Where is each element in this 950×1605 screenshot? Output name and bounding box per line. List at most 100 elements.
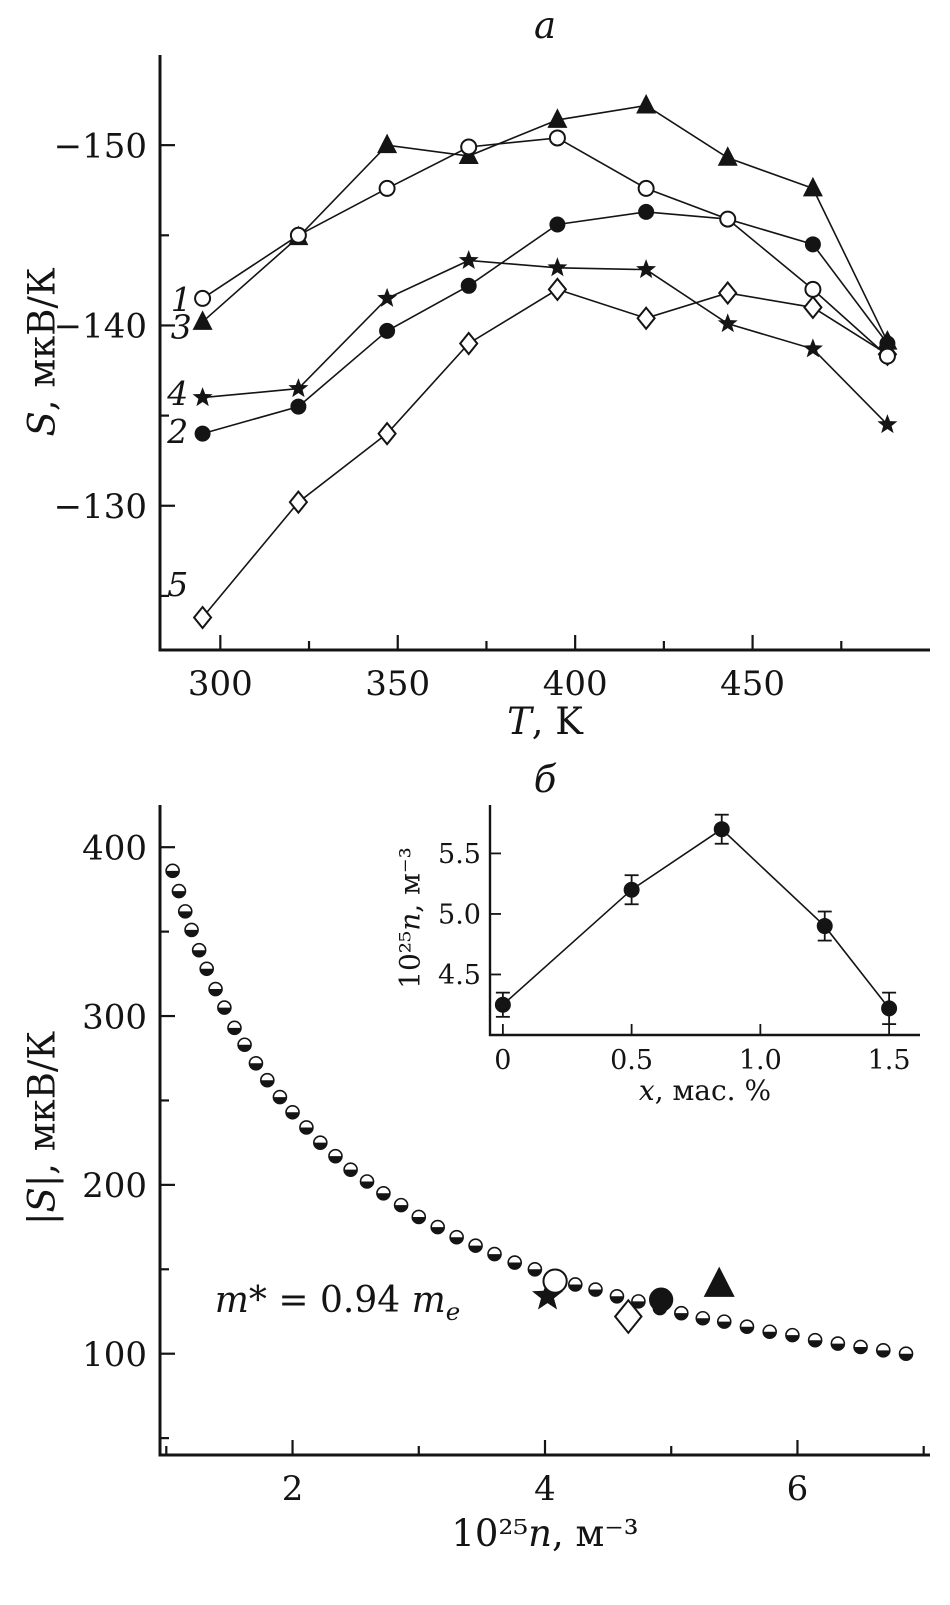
y-tick-label: 4.5 bbox=[438, 960, 481, 991]
open-circle-marker bbox=[637, 179, 655, 197]
half-filled-circle-lower bbox=[488, 1254, 502, 1261]
series-1-label: 1 bbox=[171, 280, 192, 319]
y-axis-pre: 10²⁵ bbox=[393, 930, 427, 989]
half-filled-circle-lower bbox=[344, 1169, 358, 1177]
half-filled-circle-lower bbox=[249, 1063, 263, 1070]
effective-mass-annotation: m* = 0.94 me bbox=[160, 1280, 515, 1326]
series-5-markers bbox=[192, 277, 898, 630]
y-tick-label: 5.0 bbox=[438, 900, 481, 931]
half-filled-circle-lower bbox=[508, 1262, 522, 1270]
theory-curve-dots bbox=[165, 863, 914, 1362]
y-axis-variable: S bbox=[20, 411, 64, 437]
filled-circle-marker bbox=[460, 277, 477, 294]
filled-star-marker bbox=[877, 414, 898, 434]
half-filled-circle-lower bbox=[808, 1340, 822, 1347]
y-axis-variable: S bbox=[20, 1187, 64, 1213]
half-filled-circle-lower bbox=[217, 1007, 231, 1015]
filled-star-marker bbox=[636, 259, 657, 279]
axis-spines bbox=[158, 55, 930, 652]
inset-x-axis-label: x, мас. % bbox=[490, 1074, 920, 1107]
series-3-label: 3 bbox=[171, 307, 192, 346]
filled-star-marker bbox=[802, 338, 823, 358]
filled-circle-marker bbox=[881, 1000, 898, 1017]
filled-circle-marker bbox=[713, 821, 730, 838]
x-tick-label: 400 bbox=[543, 664, 608, 704]
y-axis-variable: n bbox=[393, 912, 427, 931]
half-filled-circle-lower bbox=[431, 1227, 445, 1234]
half-filled-circle-lower bbox=[528, 1269, 542, 1276]
filled-star-marker bbox=[532, 1280, 563, 1310]
half-filled-circle-lower bbox=[172, 891, 186, 898]
half-filled-circle-lower bbox=[412, 1216, 426, 1224]
half-filled-circle-lower bbox=[286, 1112, 300, 1119]
annotation-variable: m* bbox=[214, 1280, 267, 1321]
panel-b-title: б bbox=[533, 758, 557, 801]
panel-b-x-axis-label: 10²⁵n, м⁻³ bbox=[160, 1512, 930, 1555]
y-tick-label: −130 bbox=[54, 487, 147, 527]
filled-triangle-marker bbox=[377, 133, 398, 154]
filled-star-marker bbox=[288, 378, 309, 398]
half-filled-circle-lower bbox=[200, 968, 214, 976]
half-filled-circle-lower bbox=[227, 1027, 241, 1035]
y-axis-pre: | bbox=[20, 1212, 64, 1226]
open-circle-marker bbox=[804, 280, 822, 298]
y-axis-units: , мкВ/К bbox=[20, 267, 64, 412]
half-filled-circle-lower bbox=[178, 911, 192, 918]
half-filled-circle-lower bbox=[831, 1343, 845, 1351]
filled-circle-marker bbox=[816, 918, 833, 935]
filled-circle-marker bbox=[804, 236, 821, 253]
x-axis-units: , K bbox=[531, 700, 583, 743]
half-filled-circle-lower bbox=[899, 1353, 913, 1361]
open-circle-marker bbox=[194, 289, 212, 307]
x-tick-label: 1.5 bbox=[868, 1045, 911, 1076]
x-axis-variable: T bbox=[507, 700, 532, 743]
half-filled-circle-lower bbox=[273, 1097, 287, 1104]
series-4-label: 4 bbox=[166, 374, 188, 413]
y-tick-label: −140 bbox=[54, 307, 147, 347]
filled-triangle-marker bbox=[703, 1266, 735, 1297]
filled-circle-marker bbox=[494, 996, 511, 1013]
half-filled-circle-lower bbox=[696, 1318, 710, 1325]
open-diamond-marker bbox=[803, 295, 823, 320]
filled-star-marker bbox=[192, 387, 213, 407]
filled-triangle-marker bbox=[636, 93, 657, 114]
y-tick-label: 300 bbox=[82, 997, 147, 1037]
annotation-subscript: e bbox=[445, 1297, 461, 1327]
half-filled-circle-lower bbox=[610, 1296, 624, 1303]
half-filled-circle-lower bbox=[209, 989, 223, 996]
half-filled-circle-lower bbox=[785, 1335, 799, 1342]
x-tick-label: 6 bbox=[787, 1469, 809, 1509]
half-filled-circle-lower bbox=[876, 1350, 890, 1357]
y-axis-units: , м⁻³ bbox=[393, 847, 427, 913]
open-diamond-marker bbox=[377, 421, 397, 446]
x-axis-pre: 10²⁵ bbox=[451, 1512, 529, 1555]
series-3-line bbox=[202, 104, 889, 343]
filled-triangle-marker bbox=[717, 146, 738, 166]
open-diamond-marker bbox=[458, 331, 479, 356]
half-filled-circle-lower bbox=[717, 1321, 731, 1329]
half-filled-circle-lower bbox=[360, 1181, 374, 1188]
filled-triangle-marker bbox=[802, 176, 823, 197]
open-circle-marker bbox=[460, 138, 478, 156]
half-filled-circle-lower bbox=[394, 1205, 408, 1212]
filled-triangle-marker bbox=[547, 108, 568, 128]
annotation-mass-symbol: m bbox=[411, 1280, 446, 1321]
filled-circle-marker bbox=[649, 1287, 674, 1312]
filled-triangle-marker bbox=[192, 310, 213, 330]
axis-spines bbox=[488, 805, 920, 1037]
open-circle-marker bbox=[878, 347, 896, 365]
series-4-markers bbox=[192, 250, 898, 434]
filled-star-marker bbox=[547, 257, 568, 277]
inset-y-axis-label: 10²⁵n, м⁻³ bbox=[394, 847, 427, 989]
x-axis-units: , мас. % bbox=[654, 1074, 772, 1107]
series-3-markers bbox=[192, 93, 898, 350]
y-tick-label: 100 bbox=[82, 1335, 147, 1375]
half-filled-circle-lower bbox=[450, 1237, 464, 1244]
x-axis-variable: x bbox=[638, 1074, 655, 1107]
filled-circle-marker bbox=[290, 398, 307, 415]
open-circle-marker bbox=[719, 210, 737, 228]
x-axis-variable: n bbox=[528, 1512, 552, 1555]
series-1-markers bbox=[194, 129, 896, 365]
half-filled-circle-lower bbox=[763, 1331, 777, 1339]
x-tick-label: 4 bbox=[534, 1469, 556, 1509]
